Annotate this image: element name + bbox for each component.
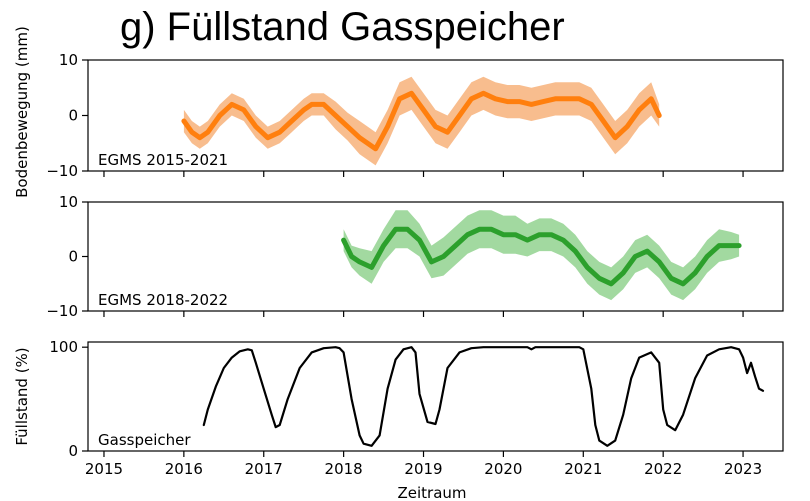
x-axis: 2015 2016 2017 2018 2019 2020 2021 2022 2023: [85, 460, 762, 478]
xtick-label: 2018: [325, 460, 363, 478]
xtick-label: 2017: [245, 460, 283, 478]
xtick-label: 2023: [724, 460, 762, 478]
figure-title: g) Füllstand Gasspeicher: [120, 5, 565, 49]
x-axis-label: Zeitraum: [397, 484, 466, 501]
y-axis-label-bodenbewegung: Bodenbewegung (mm): [13, 26, 31, 198]
egms-2018-2022-ytick-label: 0: [68, 248, 78, 266]
gasspeicher-series-line: [202, 346, 765, 447]
gasspeicher-ytick-label: 100: [49, 338, 78, 356]
egms-2015-2021-ytick-label: 0: [68, 107, 78, 125]
xtick-label: 2016: [165, 460, 203, 478]
xtick-label: 2015: [85, 460, 123, 478]
panel-gasspeicher: 0 100 Gasspeicher Füllstand (%): [13, 338, 784, 460]
xtick-label: 2021: [564, 460, 602, 478]
gasspeicher-panel-label: Gasspeicher: [98, 431, 191, 449]
gasspeicher-ytick-label: 0: [68, 442, 78, 460]
xtick-label: 2019: [404, 460, 442, 478]
egms-2015-2021-ytick-label: 10: [59, 51, 78, 69]
panel-egms-2015-2021: −10 0 10 EGMS 2015-2021: [46, 51, 784, 180]
gasspeicher-y-axis-label: Füllstand (%): [13, 347, 31, 445]
egms-2018-2022-panel-label: EGMS 2018-2022: [98, 291, 228, 309]
egms-2015-2021-panel-label: EGMS 2015-2021: [98, 151, 228, 169]
gasspeicher-frame: [87, 341, 784, 452]
xtick-label: 2020: [484, 460, 522, 478]
egms-2018-2022-ytick-label: 10: [59, 193, 78, 211]
egms-2018-2022-uncertainty-band: [343, 210, 740, 301]
egms-2015-2021-uncertainty-band: [183, 76, 660, 166]
egms-2015-2021-series-line: [181, 90, 662, 152]
egms-2015-2021-ytick-label: −10: [46, 162, 78, 180]
chart-panels: −10 0 10 EGMS 2015-2021 −10 0 10 EGMS 2018-2022…: [13, 51, 784, 460]
panel-egms-2018-2022: −10 0 10 EGMS 2018-2022: [46, 193, 784, 320]
xtick-label: 2022: [644, 460, 682, 478]
egms-2018-2022-ytick-label: −10: [46, 302, 78, 320]
egms-2018-2022-series-line: [341, 226, 742, 287]
